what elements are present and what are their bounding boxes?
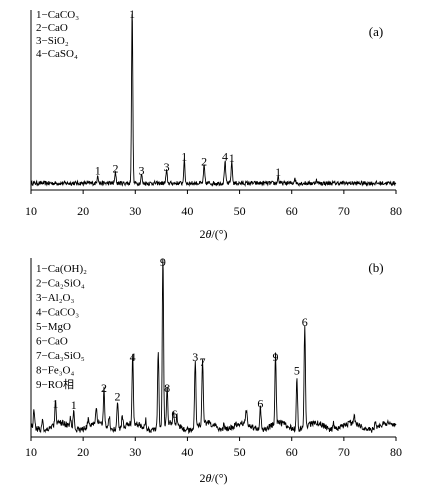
peak-label: 1 [181,149,187,163]
x-tick-label: 10 [25,204,37,218]
x-tick-label: 50 [234,445,246,459]
peak-label: 1 [53,397,59,411]
x-tick-label: 50 [234,204,246,218]
peak-label: 5 [294,364,300,378]
legend-entry: 4−CaSO₄ [36,48,78,60]
peak-label: 7 [200,355,206,369]
legend-entry: 4−CaCO₃ [36,307,79,319]
legend-entry: 6−CaO [36,336,68,348]
xrd-trace [30,258,397,435]
peak-label: 2 [101,381,107,395]
xrd-trace [30,14,397,188]
x-tick-label: 70 [338,204,350,218]
legend-entry: 2−CaO [36,22,68,34]
legend-entry: 5−MgO [36,321,71,333]
panel-b: 10 20 30 40 50 60 70 80 2θ/(°) (b) 1−Ca(OH)₂ 2−Ca₂S… [25,255,402,485]
x-tick-label: 80 [390,204,402,218]
peak-label: 2 [115,390,121,404]
peak-label: 1 [275,165,281,179]
legend-entry: 1−Ca(OH)₂ [36,263,87,275]
peak-label: 4 [222,149,228,163]
peak-label: 1 [229,151,235,165]
x-tick-label: 70 [338,445,350,459]
legend-entry: 3−Al₂O₃ [36,292,74,304]
x-tick-label: 20 [77,204,89,218]
x-tick-label: 30 [129,445,141,459]
x-tick-label: 40 [181,445,193,459]
x-axis-label: 2θ/(°) [199,471,227,485]
x-tick-label: 10 [25,445,37,459]
legend-entry: 7−Ca₃SiO₅ [36,350,85,362]
peak-label: 9 [273,350,279,364]
legend-entry: 9−RO相 [36,378,74,391]
panel-label: (b) [368,260,383,275]
peak-label: 2 [201,155,207,169]
peak-label: 6 [171,407,177,421]
peak-label: 9 [160,255,166,269]
peak-label: 3 [192,350,198,364]
peak-label: 1 [95,163,101,177]
panel-a: 10 20 30 40 50 60 70 80 2θ/(°) (a) 1−CaCO₃2−CaO3−S… [25,7,402,241]
peak-label: 3 [139,163,145,177]
x-axis-label: 2θ/(°) [199,227,227,241]
x-tick-label: 60 [286,204,298,218]
x-tick-label: 60 [286,445,298,459]
legend-entry: 1−CaCO₃ [36,9,79,21]
peak-label: 6 [257,397,263,411]
peak-label: 1 [71,398,77,412]
peak-label: 8 [164,381,170,395]
peak-label: 2 [112,162,118,176]
panel-label: (a) [369,24,383,39]
peak-label: 1 [129,7,135,21]
peak-label: 6 [302,315,308,329]
legend-entry: 3−SiO₂ [36,35,69,47]
peak-label: 4 [130,350,136,364]
legend-entry: 2−Ca₂SiO₄ [36,278,85,290]
peak-label: 3 [164,160,170,174]
x-tick-label: 20 [77,445,89,459]
x-tick-label: 40 [181,204,193,218]
x-tick-label: 80 [390,445,402,459]
x-tick-label: 30 [129,204,141,218]
legend-entry: 8−Fe₃O₄ [36,365,74,377]
